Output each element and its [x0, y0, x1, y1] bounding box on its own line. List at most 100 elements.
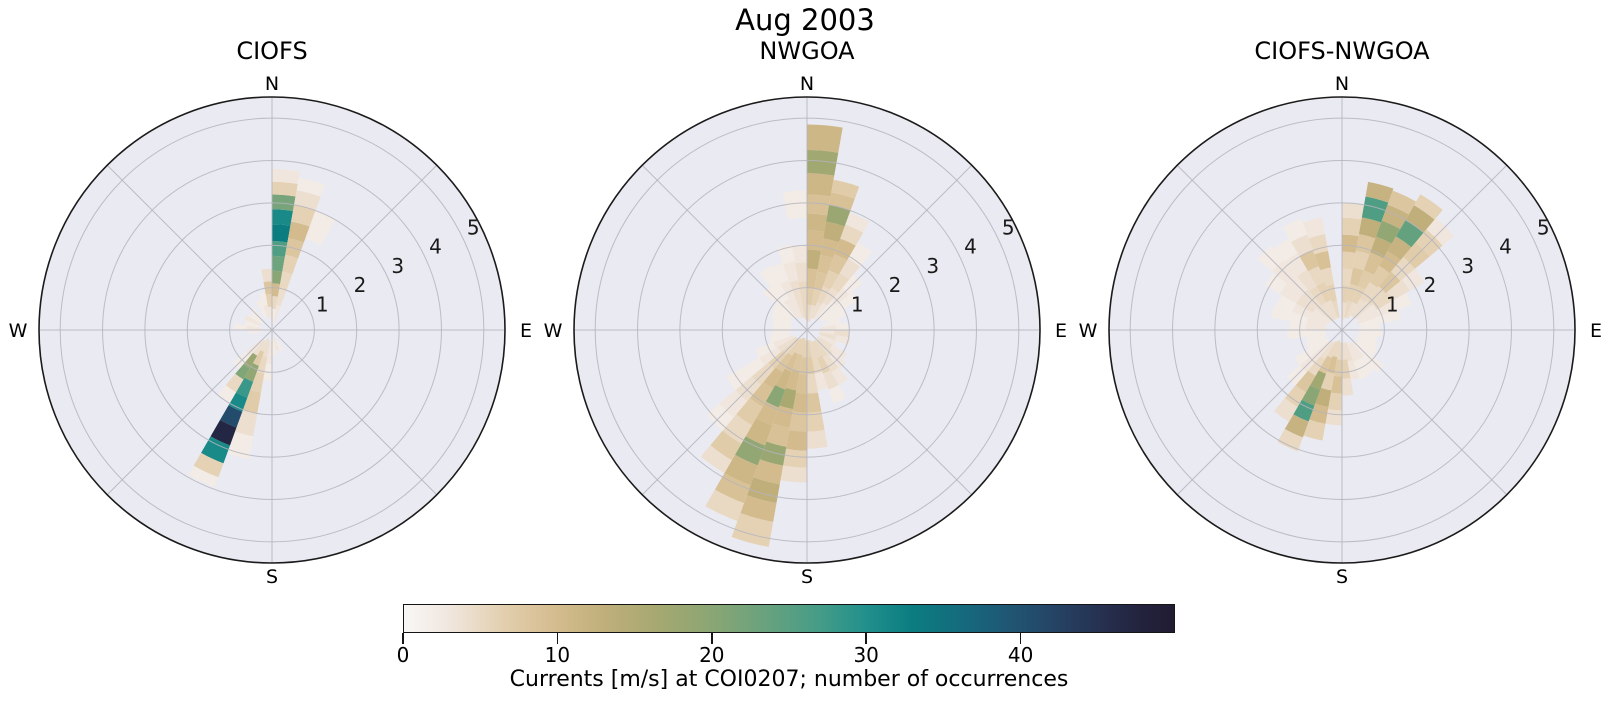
rose-bar-segment: [1359, 316, 1382, 327]
radial-tick-label: 3: [391, 254, 404, 278]
rose-bar-segment: [1369, 265, 1390, 288]
rose-bar-segment: [807, 430, 828, 449]
colorbar: [403, 604, 1175, 633]
rose-bar-segment: [1332, 339, 1341, 358]
rose-bar-segment: [1302, 217, 1326, 239]
rose-bar-segment: [753, 459, 784, 485]
angular-gridline: [806, 329, 973, 496]
colorbar-tick-label: 20: [699, 643, 725, 667]
cardinal-label-s: S: [800, 566, 814, 588]
rose-bar-segment: [233, 323, 247, 330]
cardinal-label-n: N: [264, 73, 280, 95]
rose-bar-segment: [831, 273, 850, 293]
rose-bar-segment: [807, 287, 815, 305]
rose-bar-segment: [258, 292, 268, 307]
rose-bar-segment: [745, 418, 773, 446]
rose-bar-segment: [1326, 355, 1338, 374]
rose-bar-segment: [1358, 355, 1375, 375]
rose-bar-segment: [813, 339, 828, 358]
rose-bar-segment: [252, 339, 266, 356]
radial-tick-label: 5: [1002, 215, 1015, 239]
angular-gridline: [1176, 164, 1343, 331]
rose-bar-segment: [807, 124, 843, 153]
cardinal-label-w: W: [8, 320, 28, 342]
rose-bar-segment: [1325, 409, 1342, 426]
rose-bar-segment: [807, 411, 825, 432]
rose-bar-segment: [792, 245, 807, 264]
rose-bar-segment: [1405, 205, 1435, 233]
rose-bar-segment: [1295, 370, 1316, 393]
rose-bar-segment: [246, 325, 262, 330]
rose-bar-segment: [829, 344, 848, 360]
cardinal-label-e: E: [1589, 320, 1602, 342]
rose-bar-segment: [759, 265, 780, 288]
rose-bar-segment: [822, 270, 839, 290]
rose-bar-segment: [1330, 375, 1342, 394]
rose-bar-segment: [808, 304, 816, 323]
rose-bar-segment: [1356, 304, 1377, 321]
rose-bar-segment: [1356, 310, 1378, 325]
rose-bar-segment: [276, 288, 287, 307]
radial-tick-label: 1: [1386, 292, 1399, 316]
subplot-title-ciofs-nwgoa: CIOFS-NWGOA: [1254, 37, 1430, 65]
angular-gridline: [1341, 329, 1508, 496]
rose-bar-segment: [755, 342, 776, 358]
angular-gridline: [106, 329, 273, 496]
rose-bar-segment: [807, 194, 831, 216]
radial-tick-label: 2: [1424, 273, 1437, 297]
rose-bar-segment: [1284, 414, 1309, 438]
rose-bar-segment: [1292, 303, 1313, 319]
rose-bar-segment: [272, 283, 281, 297]
angular-gridline: [641, 164, 808, 331]
rose-bar-segment: [1358, 323, 1381, 330]
rose-bar-segment: [834, 238, 856, 261]
rose-bar-segment: [1293, 399, 1315, 422]
rose-bar-segment: [266, 342, 272, 364]
radial-tick-label: 2: [889, 273, 902, 297]
rose-bar-segment: [773, 335, 795, 348]
radial-tick-label: 1: [316, 292, 329, 316]
rose-bar-segment: [825, 308, 847, 323]
rose-bar-segment: [823, 221, 845, 243]
rose-bar-segment: [267, 306, 272, 320]
rose-bar-segment: [272, 308, 276, 324]
rose-bar-segment: [769, 332, 792, 344]
rose-bar-segment: [787, 338, 802, 356]
rose-bar-segment: [272, 181, 298, 197]
rose-bar-segment: [782, 190, 807, 220]
rose-bar-segment: [724, 454, 758, 486]
rose-bar-segment: [786, 430, 807, 451]
rose-bar-segment: [1342, 359, 1351, 379]
rose-bar-segment: [1305, 323, 1328, 330]
rose-bar-segment: [1307, 355, 1326, 376]
rose-bar-segment: [1328, 392, 1342, 411]
cardinal-label-e: E: [1054, 320, 1067, 342]
rose-bar-segment: [771, 317, 792, 328]
rose-bar-segment: [261, 268, 272, 283]
rose-bar-segment: [1291, 234, 1314, 257]
rose-bar-segment: [828, 254, 848, 275]
rose-bar-segment: [811, 341, 822, 358]
rose-bar-segment: [796, 298, 805, 319]
rose-bar-segment: [807, 149, 839, 176]
rose-bar-segment: [1306, 336, 1326, 350]
rose-bar-segment: [305, 210, 336, 246]
rose-bar-segment: [807, 392, 822, 413]
rose-bar-segment: [822, 287, 839, 306]
colorbar-tick-mark: [865, 633, 867, 644]
rose-bar-segment: [814, 271, 828, 291]
cardinal-label-s: S: [1335, 566, 1349, 588]
rose-bar-segment: [1303, 330, 1326, 337]
rose-bar-segment: [1277, 429, 1303, 452]
angular-gridline: [641, 329, 808, 496]
polar-spine: [573, 96, 1041, 564]
radial-tick-label: 1: [851, 292, 864, 316]
rose-bar-segment: [1299, 250, 1319, 272]
rose-bar-segment: [1353, 250, 1370, 271]
rose-bar-segment: [263, 304, 270, 319]
rose-bar-segment: [772, 405, 794, 429]
polar-spine: [38, 96, 506, 564]
rose-bar-segment: [845, 212, 870, 233]
